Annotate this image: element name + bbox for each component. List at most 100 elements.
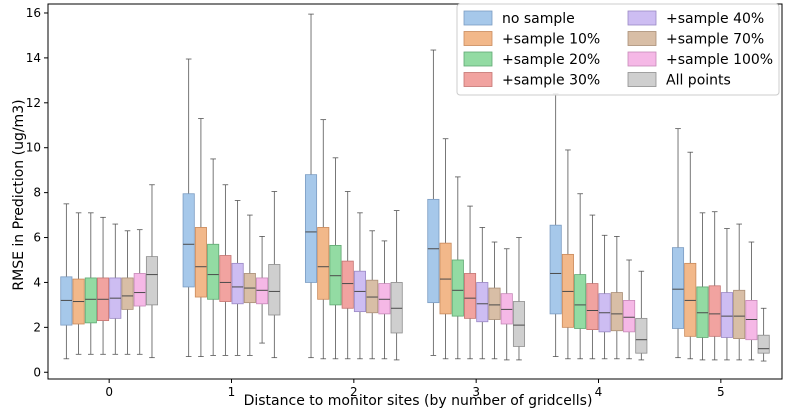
x-tick-label: 0: [105, 385, 113, 399]
box-2-4: [353, 212, 366, 360]
legend-label: +sample 10%: [502, 32, 600, 48]
box-body: [500, 293, 513, 325]
box-body: [182, 193, 195, 288]
box-0-1: [72, 212, 85, 355]
box-5-5: [733, 223, 746, 361]
box-body: [366, 279, 379, 314]
box-0-0: [60, 203, 73, 360]
box-body: [268, 264, 281, 316]
box-4-7: [635, 270, 648, 361]
box-3-4: [476, 227, 489, 360]
box-0-6: [133, 229, 146, 355]
y-tick-label: 14: [26, 51, 41, 65]
legend-frame: [456, 3, 780, 96]
box-4-4: [598, 234, 611, 360]
box-body: [304, 174, 318, 283]
box-body: [378, 283, 391, 315]
legend-item: +sample 30%: [463, 72, 600, 89]
box-body: [684, 262, 697, 337]
box-5-6: [745, 241, 758, 361]
box-0-3: [97, 216, 110, 355]
legend-swatch: [627, 51, 657, 67]
box-2-2: [329, 157, 342, 360]
y-tick-label: 4: [33, 275, 41, 289]
box-5-1: [684, 151, 697, 360]
box-5-4: [720, 228, 733, 361]
box-body: [586, 283, 599, 330]
y-tick-label: 12: [26, 96, 41, 110]
box-body: [574, 274, 587, 329]
y-tick-label: 6: [33, 231, 41, 245]
legend-label: +sample 40%: [666, 11, 764, 27]
legend-label: +sample 30%: [502, 73, 600, 89]
box-0-2: [84, 212, 97, 355]
box-body: [488, 287, 501, 320]
box-2-3: [341, 191, 354, 360]
box-body: [121, 277, 134, 310]
legend-label: +sample 70%: [666, 32, 764, 48]
legend-swatch: [627, 10, 657, 26]
box-2-0: [304, 13, 318, 359]
box-4-2: [574, 193, 587, 360]
box-5-3: [708, 211, 721, 361]
box-body: [145, 256, 159, 306]
legend-item: +sample 10%: [463, 31, 600, 48]
box-body: [635, 317, 648, 354]
box-4-1: [561, 149, 574, 360]
legend-item: +sample 20%: [463, 51, 600, 68]
legend-item: All points: [627, 72, 731, 89]
box-3-3: [464, 205, 477, 360]
legend-swatch: [627, 31, 657, 46]
legend-swatch: [463, 31, 493, 46]
box-body: [561, 253, 574, 328]
y-tick-label: 2: [33, 320, 41, 334]
box-body: [745, 300, 758, 341]
box-body: [476, 282, 489, 323]
box-body: [207, 243, 220, 300]
box-4-6: [623, 259, 636, 360]
box-0-7: [145, 184, 159, 359]
plot-frame: [47, 3, 783, 380]
box-body: [341, 260, 354, 309]
box-1-6: [256, 236, 269, 344]
box-2-1: [317, 119, 330, 360]
legend-label: no sample: [502, 11, 575, 27]
box-body: [256, 277, 269, 305]
box-body: [733, 289, 746, 339]
legend-swatch: [463, 51, 493, 67]
legend-item: +sample 40%: [627, 10, 764, 27]
box-body: [610, 292, 623, 332]
box-body: [60, 276, 73, 326]
box-0-5: [121, 230, 134, 355]
box-2-7: [390, 210, 403, 361]
box-body: [427, 198, 440, 304]
box-body: [329, 244, 342, 306]
box-body: [451, 259, 464, 317]
x-tick-label: 3: [472, 385, 480, 399]
legend-item: +sample 70%: [627, 31, 764, 48]
box-body: [549, 224, 562, 315]
box-3-5: [488, 241, 501, 360]
box-body: [219, 255, 232, 302]
box-body: [84, 277, 97, 324]
box-4-5: [610, 236, 623, 360]
box-3-7: [512, 237, 526, 361]
box-2-6: [378, 240, 391, 360]
box-5-7: [757, 307, 770, 362]
box-4-0: [549, 93, 562, 357]
box-1-2: [207, 158, 220, 356]
box-3-6: [500, 248, 513, 361]
box-1-4: [231, 200, 244, 356]
box-3-2: [451, 176, 464, 360]
box-5-2: [696, 212, 709, 361]
y-tick-label: 0: [33, 365, 41, 379]
box-4-3: [586, 214, 599, 360]
box-body: [671, 247, 685, 329]
y-tick-label: 10: [26, 141, 41, 155]
x-tick-label: 5: [717, 385, 725, 399]
box-1-7: [268, 191, 281, 359]
box-body: [623, 300, 636, 333]
box-5-0: [671, 128, 685, 359]
box-0-4: [109, 223, 122, 355]
